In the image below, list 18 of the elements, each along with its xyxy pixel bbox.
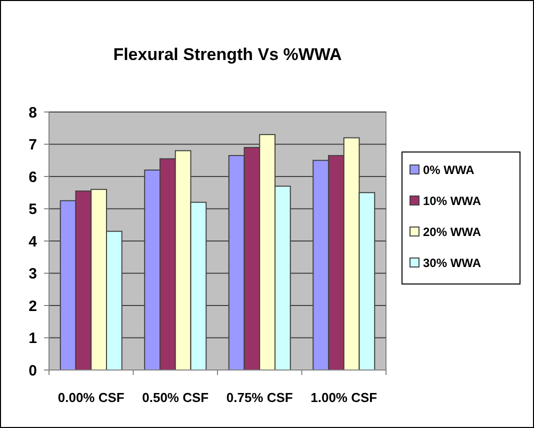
y-tick-label: 3 bbox=[28, 266, 37, 282]
legend-label: 30% WWA bbox=[423, 256, 482, 270]
x-tick-label: 0.00% CSF bbox=[58, 390, 124, 405]
chart-title: Flexural Strength Vs %WWA bbox=[113, 45, 342, 64]
y-tick-label: 1 bbox=[28, 330, 37, 347]
x-tick-label: 1.00% CSF bbox=[310, 390, 378, 405]
legend-label: 20% WWA bbox=[423, 225, 482, 240]
legend-label: 10% WWA bbox=[423, 194, 482, 208]
y-tick-label: 2 bbox=[28, 298, 37, 315]
x-tick-label: 0.75% CSF bbox=[226, 390, 293, 405]
y-tick-label: 5 bbox=[28, 201, 37, 218]
legend-label: 0% WWA bbox=[423, 163, 475, 178]
y-tick-label: 4 bbox=[28, 233, 38, 250]
x-tick-label: 0.50% CSF bbox=[142, 390, 209, 405]
y-tick-label: 7 bbox=[28, 136, 37, 154]
y-tick-label: 6 bbox=[28, 168, 37, 186]
y-tick-label: 8 bbox=[28, 104, 37, 122]
y-tick-label: 0 bbox=[28, 362, 37, 380]
